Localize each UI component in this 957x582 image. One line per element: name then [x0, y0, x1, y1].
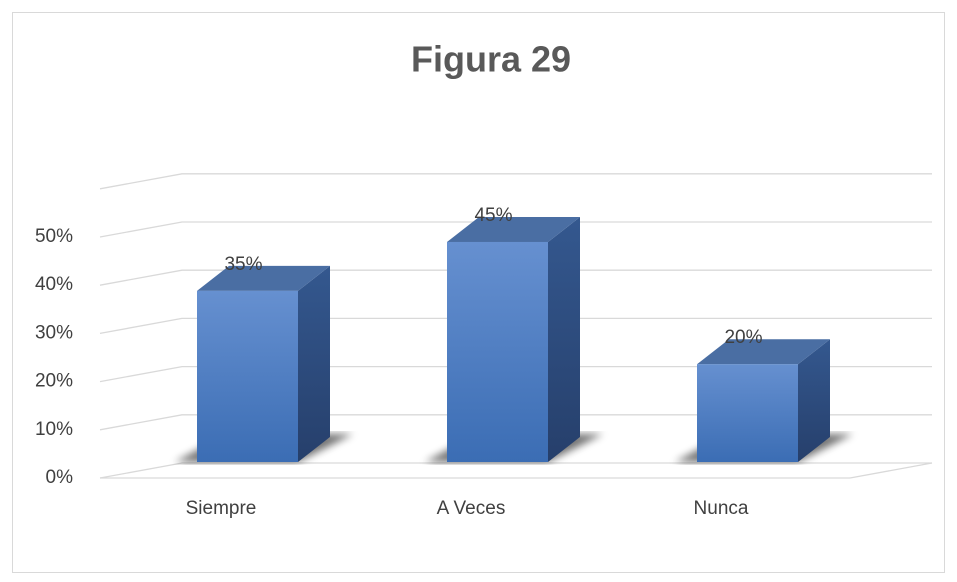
y-tick-label: 10% — [35, 419, 73, 440]
y-tick-label: 0% — [46, 467, 74, 488]
grid-line — [99, 269, 932, 286]
y-tick-label: 40% — [35, 274, 73, 295]
floor-side — [849, 462, 933, 479]
grid-line — [99, 365, 932, 383]
value-label: 20% — [724, 327, 762, 348]
chart-title: Figura 29 — [411, 39, 571, 80]
x-tick-label: Nunca — [694, 498, 749, 519]
bar — [197, 290, 298, 462]
bar-top — [697, 339, 830, 365]
grid-line — [99, 317, 932, 335]
y-tick-label: 30% — [35, 322, 73, 343]
bar-side — [298, 265, 330, 462]
wall-top — [99, 173, 932, 190]
x-tick-label: A Veces — [437, 498, 506, 519]
bar-side — [548, 216, 580, 462]
y-tick-label: 50% — [35, 226, 73, 247]
bar — [447, 241, 548, 462]
grid-line — [99, 221, 932, 238]
value-label: 45% — [474, 205, 512, 226]
grid-line — [99, 462, 932, 479]
x-tick-label: Siempre — [186, 498, 257, 519]
bar-top — [197, 265, 330, 291]
bar-side — [798, 339, 830, 462]
grid-line — [99, 414, 932, 431]
value-label: 35% — [224, 254, 262, 275]
bar — [697, 364, 798, 462]
y-tick-label: 20% — [35, 371, 73, 392]
bar-top — [447, 216, 580, 242]
